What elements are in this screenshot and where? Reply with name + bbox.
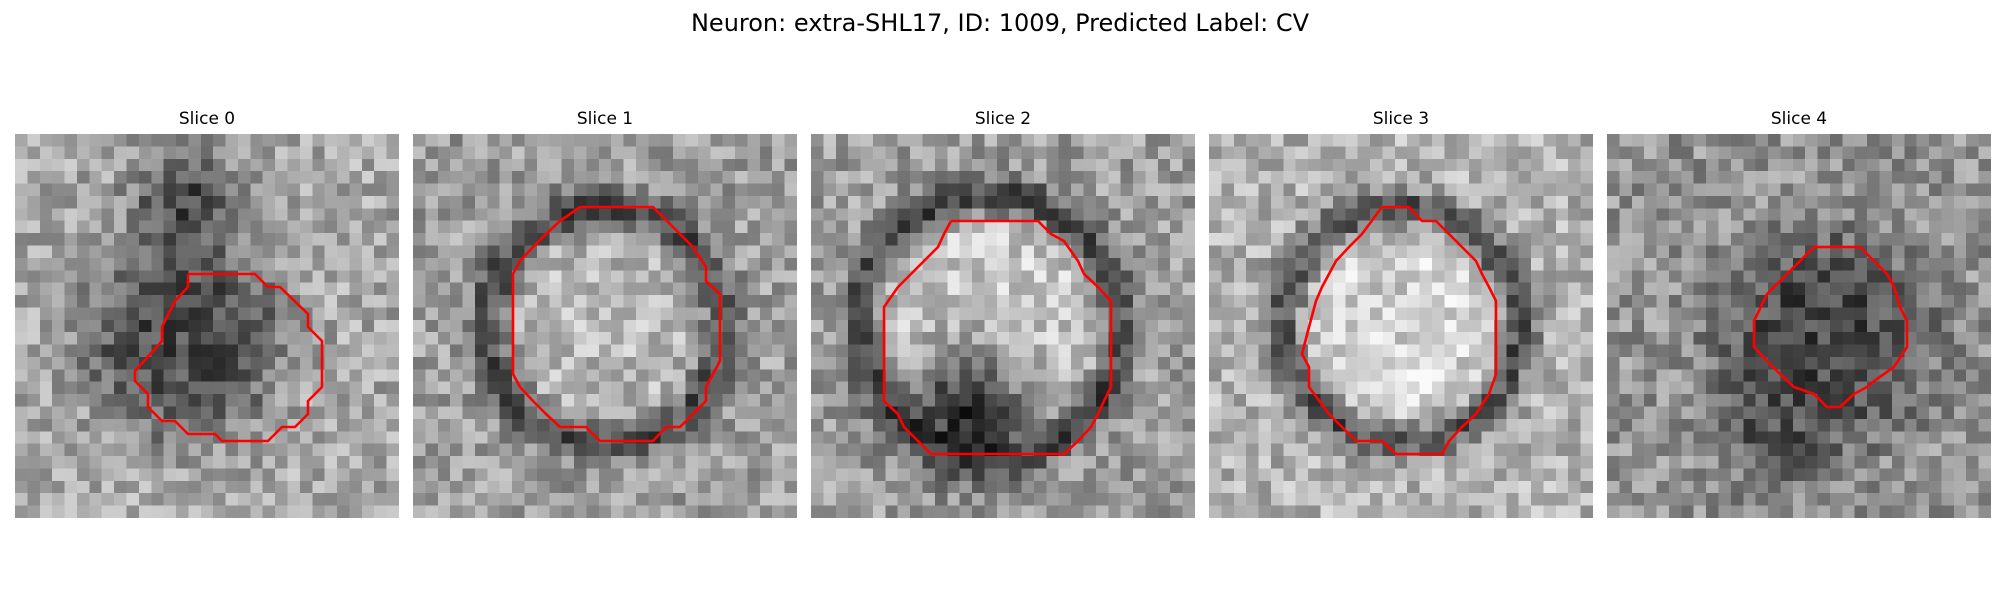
slice-title: Slice 0 (178, 109, 236, 129)
slice-image (413, 134, 797, 518)
slice-title: Slice 3 (1372, 109, 1430, 129)
contour-outline (882, 219, 1113, 456)
contour-overlay (1752, 245, 1909, 409)
contour-outline (1300, 205, 1498, 456)
slice-title: Slice 2 (974, 109, 1032, 129)
microscopy-patch (1607, 134, 1991, 518)
contour-outline (511, 205, 722, 443)
slice-panel-2: Slice 2 (811, 108, 1195, 518)
slice-image (1209, 134, 1593, 518)
contour-overlay (882, 219, 1113, 456)
figure-title: Neuron: extra-SHL17, ID: 1009, Predicted… (690, 9, 1310, 37)
contour-overlay (1300, 205, 1498, 456)
slice-panel-3: Slice 3 (1209, 108, 1593, 518)
slice-title: Slice 1 (576, 109, 634, 129)
slice-title: Slice 4 (1770, 109, 1828, 129)
contour-outline (1752, 245, 1909, 409)
microscopy-patch (15, 134, 399, 518)
slice-image (1607, 134, 1991, 518)
slice-image (811, 134, 1195, 518)
contour-overlay (133, 272, 324, 443)
slice-panel-1: Slice 1 (413, 108, 797, 518)
slice-panel-4: Slice 4 (1607, 108, 1991, 518)
slice-image (15, 134, 399, 518)
contour-outline (133, 272, 324, 443)
slice-panel-0: Slice 0 (15, 108, 399, 518)
contour-overlay (511, 205, 722, 443)
microscopy-patch (413, 134, 797, 518)
